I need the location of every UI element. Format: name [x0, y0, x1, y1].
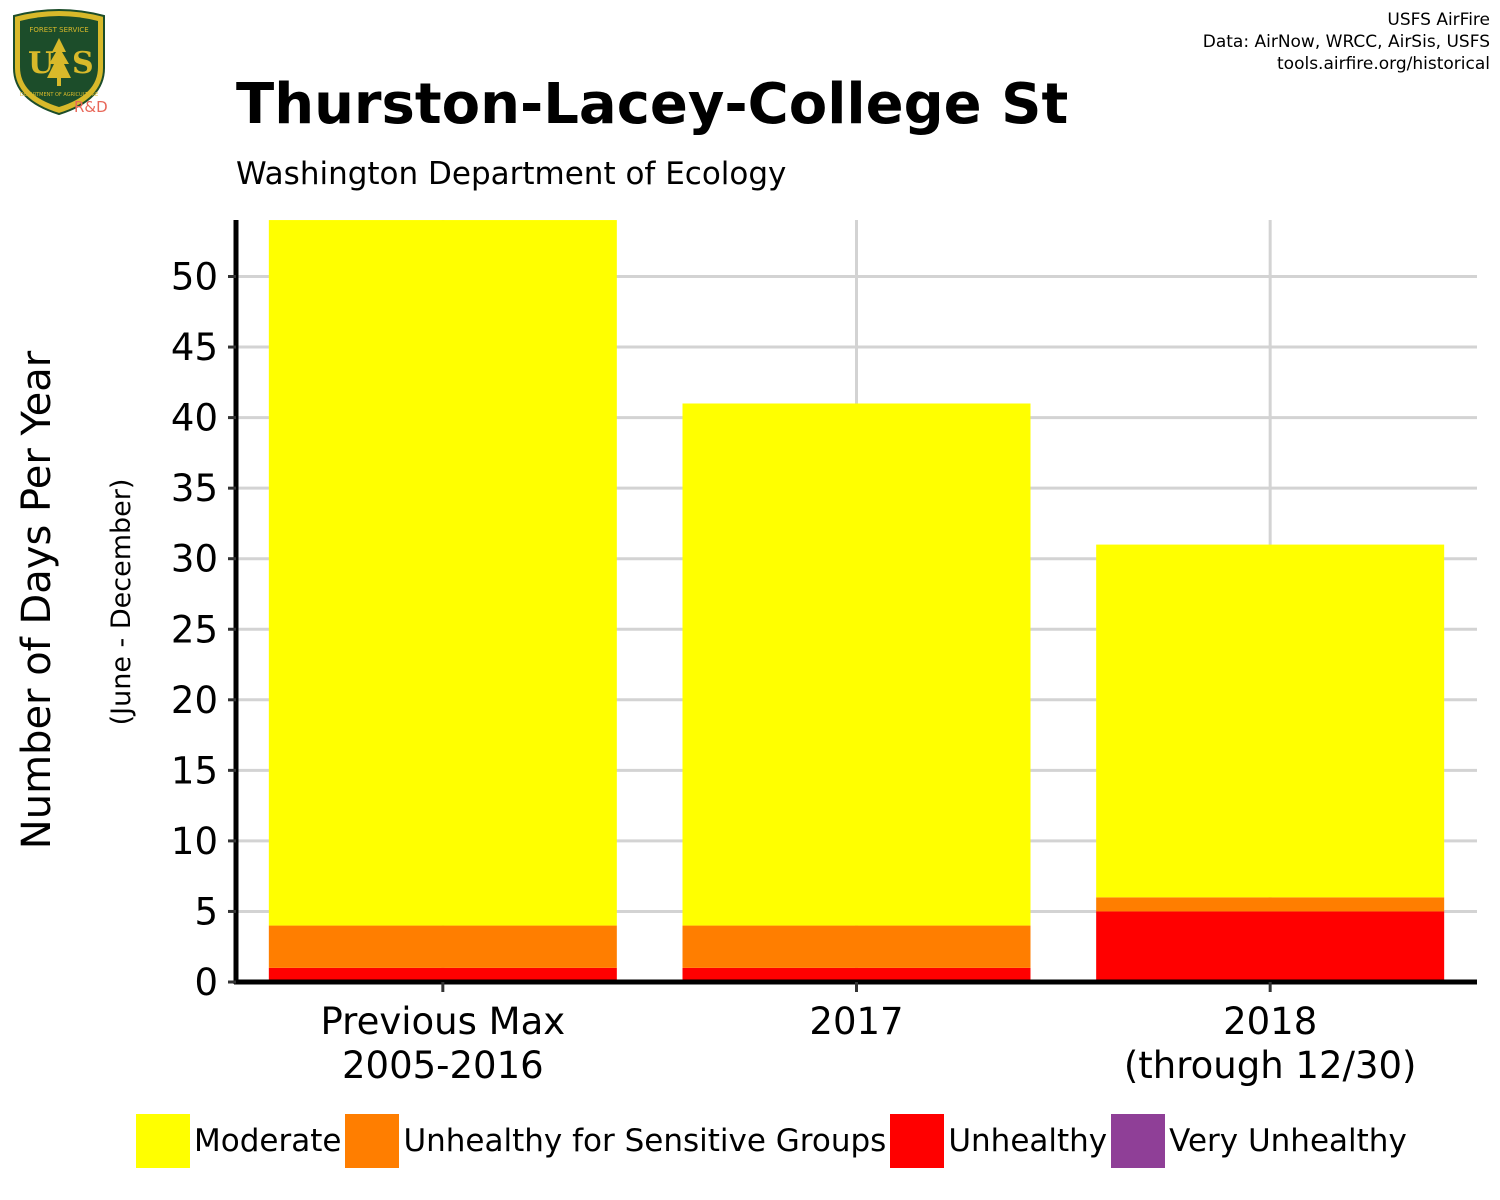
- bar-segment-moderate: [268, 220, 617, 926]
- y-tick-label: 5: [194, 890, 218, 933]
- chart-title: Thurston-Lacey-College St: [236, 72, 1069, 137]
- legend-label: Very Unhealthy: [1169, 1123, 1407, 1159]
- y-tick-label: 10: [171, 820, 218, 863]
- chart-subtitle: Washington Department of Ecology: [236, 156, 787, 192]
- legend-label: Unhealthy for Sensitive Groups: [403, 1123, 887, 1159]
- legend-swatch-moderate: [136, 1114, 190, 1168]
- credit-line: Data: AirNow, WRCC, AirSis, USFS: [1202, 32, 1490, 52]
- bar-segment-unhealthy-for-sensitive-groups: [682, 925, 1031, 968]
- bar-segment-moderate: [682, 403, 1031, 926]
- legend-swatch-very-unhealthy: [1111, 1114, 1166, 1168]
- legend-item: Unhealthy: [890, 1114, 1111, 1168]
- y-tick-label: 35: [171, 467, 218, 510]
- bar-segment-unhealthy: [268, 967, 617, 982]
- svg-text:DEPARTMENT OF AGRICULTURE: DEPARTMENT OF AGRICULTURE: [20, 92, 98, 98]
- bar-segment-moderate: [1096, 544, 1445, 898]
- x-tick-label: 2005-2016: [342, 1044, 544, 1087]
- legend-swatch-unhealthy: [890, 1114, 945, 1168]
- legend-label: Unhealthy: [948, 1123, 1108, 1159]
- bar-segment-unhealthy-for-sensitive-groups: [268, 925, 617, 968]
- y-tick-label: 45: [171, 326, 218, 369]
- credit-line: tools.airfire.org/historical: [1277, 54, 1490, 74]
- y-tick-label: 15: [171, 749, 218, 792]
- x-tick-label: Previous Max: [321, 1000, 566, 1043]
- legend-item: Very Unhealthy: [1111, 1114, 1411, 1168]
- x-tick-label: (through 12/30): [1124, 1044, 1417, 1087]
- bar-segment-unhealthy-for-sensitive-groups: [1096, 897, 1445, 912]
- svg-text:S: S: [72, 46, 94, 81]
- y-tick-label: 50: [171, 256, 218, 299]
- bar-segment-unhealthy: [1096, 911, 1445, 982]
- y-tick-label: 0: [194, 961, 218, 1004]
- legend-item: Unhealthy for Sensitive Groups: [345, 1114, 890, 1168]
- y-tick-label: 30: [171, 538, 218, 581]
- y-tick-label: 20: [171, 679, 218, 722]
- legend: Moderate Unhealthy for Sensitive Groups …: [136, 1114, 1411, 1168]
- bar-segment-unhealthy: [682, 967, 1031, 982]
- x-tick-label: 2018: [1223, 1000, 1317, 1043]
- logo-rd-label: R&D: [74, 98, 108, 116]
- legend-label: Moderate: [194, 1123, 342, 1159]
- svg-text:FOREST SERVICE: FOREST SERVICE: [29, 26, 88, 34]
- bar-chart: 0 5 10 15 20 25 30 35 40 45 50 Previous Max2005-201…: [171, 220, 1477, 1087]
- legend-item: Moderate: [136, 1114, 345, 1168]
- x-tick-label: 2017: [809, 1000, 903, 1043]
- y-tick-label: 40: [171, 397, 218, 440]
- forest-service-logo: U S FOREST SERVICE DEPARTMENT OF AGRICUL…: [13, 9, 105, 116]
- y-tick-label: 25: [171, 608, 218, 651]
- credit-line: USFS AirFire: [1387, 10, 1490, 30]
- credits: USFS AirFire Data: AirNow, WRCC, AirSis,…: [1203, 9, 1490, 75]
- legend-swatch-usg: [345, 1114, 400, 1168]
